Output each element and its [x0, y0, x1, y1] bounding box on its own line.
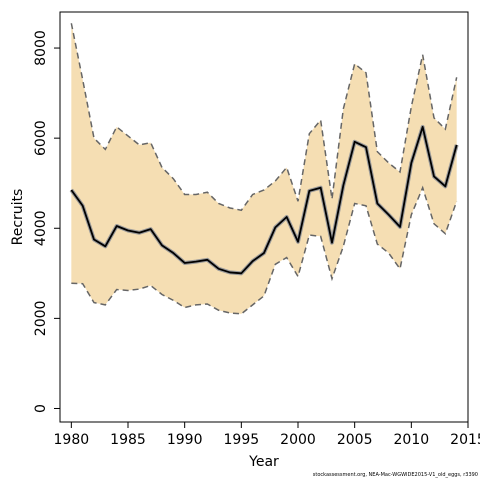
- x-axis-title: Year: [248, 454, 279, 470]
- y-tick-label: 4000: [33, 210, 49, 246]
- x-axis: 1980 1985 1990 1995 2000 2005 2010 2015: [54, 422, 480, 448]
- upper-bound-line: [70, 23, 458, 212]
- y-axis: 0 2000 4000 6000 8000: [33, 30, 60, 413]
- y-tick-label: 8000: [33, 30, 49, 66]
- x-tick-label: 2010: [394, 432, 430, 448]
- footnote: stockassessment.org, NEA-Mac-WGWIDE2015-…: [312, 472, 478, 478]
- plot-area: [69, 23, 459, 315]
- x-tick-label: 1990: [167, 432, 203, 448]
- x-tick-label: 1985: [110, 432, 146, 448]
- x-tick-label: 1980: [54, 432, 90, 448]
- plot-frame: [59, 11, 469, 423]
- x-tick-label: 1995: [224, 432, 260, 448]
- x-tick-label: 2005: [337, 432, 373, 448]
- y-tick-label: 6000: [33, 120, 49, 156]
- estimate-line: [70, 125, 458, 275]
- y-tick-label: 0: [33, 404, 49, 413]
- x-tick-label: 2015: [450, 432, 480, 448]
- confidence-band: [71, 23, 457, 314]
- y-axis-title: Recruits: [10, 189, 26, 246]
- x-tick-label: 2000: [280, 432, 316, 448]
- lower-bound-line: [71, 185, 458, 315]
- y-tick-label: 2000: [33, 301, 49, 337]
